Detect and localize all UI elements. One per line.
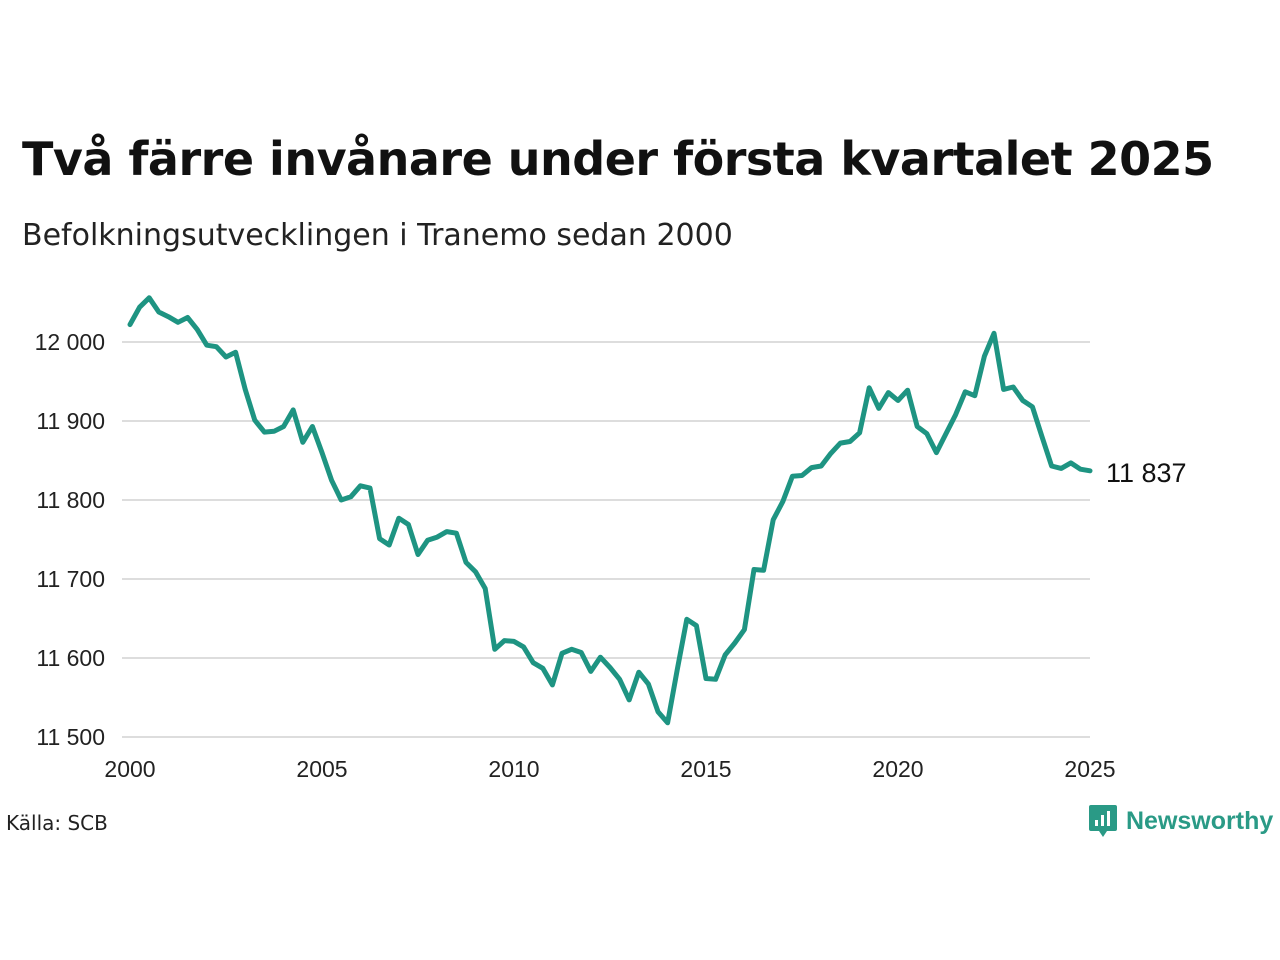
end-value-label: 11 837 bbox=[1106, 458, 1187, 488]
chart-title: Två färre invånare under första kvartale… bbox=[22, 132, 1214, 186]
newsworthy-logo-icon bbox=[1089, 805, 1117, 837]
grid-lines bbox=[122, 341, 1090, 738]
series-line bbox=[127, 295, 1093, 726]
y-tick-label: 11 800 bbox=[36, 487, 105, 513]
source-label: Källa: SCB bbox=[6, 811, 108, 835]
y-tick-label: 11 900 bbox=[36, 408, 105, 434]
series-group bbox=[127, 295, 1093, 726]
y-axis: 11 500 11 600 11 700 11 800 11 900 12 000 bbox=[35, 329, 105, 750]
y-tick-label: 11 500 bbox=[36, 724, 105, 750]
chart-subtitle: Befolkningsutvecklingen i Tranemo sedan … bbox=[22, 218, 733, 253]
x-tick-label: 2025 bbox=[1064, 756, 1115, 782]
x-tick-label: 2005 bbox=[296, 756, 347, 782]
x-axis: 2000 2005 2010 2015 2020 2025 bbox=[104, 756, 1115, 782]
x-tick-label: 2015 bbox=[680, 756, 731, 782]
brand-logo[interactable]: Newsworthy bbox=[1088, 803, 1273, 839]
y-tick-label: 11 600 bbox=[36, 645, 105, 671]
x-tick-label: 2020 bbox=[872, 756, 923, 782]
brand-name: Newsworthy bbox=[1126, 806, 1274, 835]
x-tick-label: 2010 bbox=[488, 756, 539, 782]
x-tick-label: 2000 bbox=[104, 756, 155, 782]
y-tick-label: 12 000 bbox=[35, 329, 105, 355]
y-tick-label: 11 700 bbox=[36, 566, 105, 592]
